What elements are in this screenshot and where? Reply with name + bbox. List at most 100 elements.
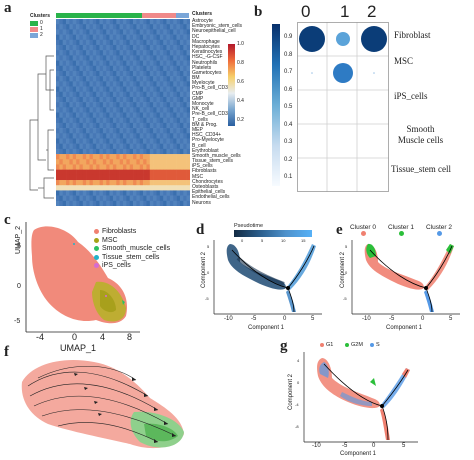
heatmap-cell [183,195,187,202]
heatmap-cell [99,143,104,150]
heatmap-cell [72,159,77,165]
heatmap-cell [143,91,147,98]
heatmap-cell [129,169,134,176]
heatmap-cell [82,107,87,113]
heatmap-cell [86,65,90,72]
heatmap-cell [186,50,190,56]
heatmap-cell [112,148,117,155]
heatmap-cell [89,180,94,186]
heatmap-cell [149,180,154,186]
heatmap-cell [139,19,144,25]
heatmap-cell [183,19,187,25]
heatmap-cell [69,102,74,108]
heatmap-cell [112,185,117,191]
heatmap-cell [102,138,107,144]
heatmap-cell [123,65,127,72]
heatmap-cell [109,169,114,176]
heatmap-cell [146,102,151,108]
scale-tick: 0.6 [237,79,244,85]
heatmap-cell [126,24,130,30]
heatmap-cell [112,86,117,93]
heatmap-cell [179,70,184,77]
legend-item: Cluster 1 [388,224,414,236]
heatmap-cell [163,185,167,191]
heatmap-cell [163,200,167,206]
heatmap-cell [106,117,110,124]
heatmap-cell [166,159,171,165]
heatmap-cell [139,107,144,113]
heatmap-cell [133,195,137,202]
heatmap-cell [156,180,161,186]
heatmap-cell [176,44,181,51]
heatmap-cell [116,159,120,165]
heatmap-cell [72,185,77,191]
heatmap-cell [102,44,107,51]
heatmap-cell [129,44,134,51]
heatmap-cell [102,180,107,186]
heatmap-cell [136,117,141,124]
heatmap-cell [86,60,90,67]
heatmap-cell [153,96,157,103]
heatmap-cell [149,148,154,155]
heatmap-cell [173,164,177,170]
heatmap-cell [139,44,144,51]
heatmap-cell [136,39,141,46]
heatmap-cell [102,39,107,46]
heatmap-cell [129,29,134,35]
heatmap-cell [149,86,154,93]
heatmap-cell [59,76,63,82]
heatmap-cell [116,180,120,186]
heatmap-cell [159,143,164,150]
heatmap-cell [119,138,124,144]
heatmap-cell [72,200,77,206]
heatmap-cell [123,60,127,67]
cell-type-label: Myelocyte [192,80,215,87]
heatmap-cell [96,24,100,30]
heatmap-cell [109,65,114,72]
heatmap-cell [129,19,134,25]
heatmap-cell [143,107,147,113]
heatmap-cell [133,138,137,144]
heatmap-cell [96,39,100,46]
heatmap-cell [66,190,70,196]
heatmap-cell [173,107,177,113]
scale-tick: 5 [261,238,264,243]
heatmap-cell [56,190,60,196]
heatmap-cell [153,50,157,56]
heatmap-cell [116,112,120,118]
heatmap-cell [186,55,190,61]
heatmap-cell [123,174,127,181]
heatmap-cell [139,164,144,170]
heatmap-cell [163,91,167,98]
heatmap-cell [99,133,104,139]
heatmap-cell [66,19,70,25]
heatmap-cell [112,190,117,196]
heatmap-cell [133,112,137,118]
heatmap-cell [136,34,141,41]
heatmap-cell [76,138,80,144]
heatmap-cell [179,24,184,30]
heatmap-cell [123,128,127,134]
heatmap-cell [69,60,74,67]
heatmap-cell [69,44,74,51]
heatmap-cell [126,128,130,134]
heatmap-cell [126,200,130,206]
heatmap-cell [116,200,120,206]
heatmap-cell [126,34,130,41]
heatmap-cell [76,154,80,160]
heatmap-cell [123,122,127,129]
heatmap-cell [89,102,94,108]
heatmap-cell [99,154,104,160]
heatmap-cell [186,24,190,30]
heatmap-cell [156,55,161,61]
legend-swatch [320,343,324,347]
heatmap-cell [143,60,147,67]
heatmap-cell [99,112,104,118]
heatmap-cell [163,143,167,150]
heatmap-cell [159,154,164,160]
heatmap-cell [146,180,151,186]
heatmap-cell [163,60,167,67]
heatmap-cell [82,91,87,98]
heatmap-cell [169,44,174,51]
cluster-0-swatch [30,21,38,26]
